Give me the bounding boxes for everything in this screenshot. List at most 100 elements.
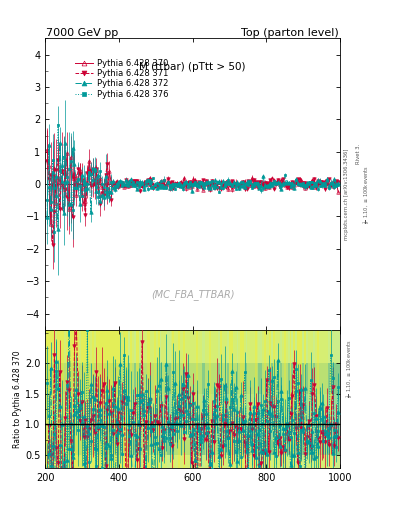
- Bar: [110, 330, 112, 468]
- Bar: [123, 330, 125, 468]
- Bar: [224, 330, 226, 468]
- Bar: [220, 330, 222, 468]
- Bar: [244, 330, 246, 468]
- Bar: [72, 330, 73, 468]
- Bar: [136, 330, 138, 468]
- Y-axis label: Ratio to Pythia 6.428 370: Ratio to Pythia 6.428 370: [13, 350, 22, 448]
- Bar: [130, 330, 132, 468]
- Text: mcplots.cern.ch [arXiv:1306.3436]: mcplots.cern.ch [arXiv:1306.3436]: [344, 149, 349, 240]
- Bar: [88, 330, 90, 468]
- Bar: [154, 330, 156, 468]
- Bar: [45, 330, 340, 468]
- Bar: [209, 330, 211, 468]
- Bar: [156, 330, 158, 468]
- Bar: [317, 330, 319, 468]
- Bar: [206, 330, 207, 468]
- Bar: [264, 330, 266, 468]
- Bar: [143, 330, 145, 468]
- Bar: [310, 330, 312, 468]
- Bar: [162, 330, 163, 468]
- Bar: [121, 330, 123, 468]
- Bar: [50, 330, 51, 468]
- Bar: [290, 330, 292, 468]
- Bar: [141, 330, 143, 468]
- Text: (MC_FBA_TTBAR): (MC_FBA_TTBAR): [151, 289, 234, 300]
- Bar: [270, 330, 271, 468]
- Bar: [213, 330, 215, 468]
- Bar: [235, 330, 237, 468]
- Bar: [189, 330, 191, 468]
- Bar: [70, 330, 72, 468]
- Bar: [277, 330, 279, 468]
- Bar: [165, 330, 167, 468]
- Bar: [105, 330, 107, 468]
- Bar: [301, 330, 302, 468]
- Bar: [45, 364, 340, 455]
- Bar: [112, 330, 114, 468]
- Bar: [145, 330, 147, 468]
- Bar: [97, 330, 99, 468]
- Bar: [248, 330, 249, 468]
- Bar: [66, 330, 68, 468]
- Bar: [147, 330, 149, 468]
- Bar: [184, 330, 185, 468]
- Bar: [286, 330, 288, 468]
- Bar: [242, 330, 244, 468]
- Bar: [222, 330, 224, 468]
- Bar: [79, 330, 81, 468]
- Bar: [116, 330, 118, 468]
- Bar: [279, 330, 281, 468]
- Bar: [125, 330, 127, 468]
- Bar: [138, 330, 140, 468]
- Bar: [119, 330, 121, 468]
- Bar: [158, 330, 160, 468]
- Bar: [299, 330, 301, 468]
- Bar: [240, 330, 242, 468]
- Bar: [53, 330, 55, 468]
- Text: M (ttbar) (pTtt > 50): M (ttbar) (pTtt > 50): [140, 62, 246, 72]
- Bar: [308, 330, 310, 468]
- Bar: [103, 330, 105, 468]
- Bar: [75, 330, 77, 468]
- Bar: [273, 330, 275, 468]
- Bar: [233, 330, 235, 468]
- Bar: [101, 330, 103, 468]
- Bar: [55, 330, 57, 468]
- Bar: [196, 330, 198, 468]
- Text: $\frac{1}{\sigma}\cdot 1.10,\,{\geq}\,100$k events: $\frac{1}{\sigma}\cdot 1.10,\,{\geq}\,10…: [361, 165, 372, 224]
- Bar: [94, 330, 95, 468]
- Bar: [176, 330, 178, 468]
- Bar: [90, 330, 92, 468]
- Bar: [253, 330, 255, 468]
- Bar: [92, 330, 94, 468]
- Bar: [171, 330, 173, 468]
- Bar: [83, 330, 84, 468]
- Bar: [304, 330, 306, 468]
- Bar: [321, 330, 323, 468]
- Bar: [95, 330, 97, 468]
- Bar: [319, 330, 321, 468]
- Bar: [46, 330, 48, 468]
- Bar: [255, 330, 257, 468]
- Bar: [73, 330, 75, 468]
- Bar: [226, 330, 228, 468]
- Bar: [330, 330, 332, 468]
- Bar: [81, 330, 83, 468]
- Bar: [57, 330, 59, 468]
- Bar: [297, 330, 299, 468]
- Bar: [268, 330, 270, 468]
- Bar: [149, 330, 151, 468]
- Bar: [68, 330, 70, 468]
- Bar: [282, 330, 284, 468]
- Bar: [64, 330, 66, 468]
- Bar: [77, 330, 79, 468]
- Bar: [238, 330, 240, 468]
- Bar: [132, 330, 134, 468]
- Bar: [84, 330, 86, 468]
- Bar: [293, 330, 295, 468]
- Bar: [193, 330, 195, 468]
- Bar: [62, 330, 64, 468]
- Bar: [48, 330, 50, 468]
- Text: Top (parton level): Top (parton level): [241, 28, 339, 38]
- Bar: [326, 330, 328, 468]
